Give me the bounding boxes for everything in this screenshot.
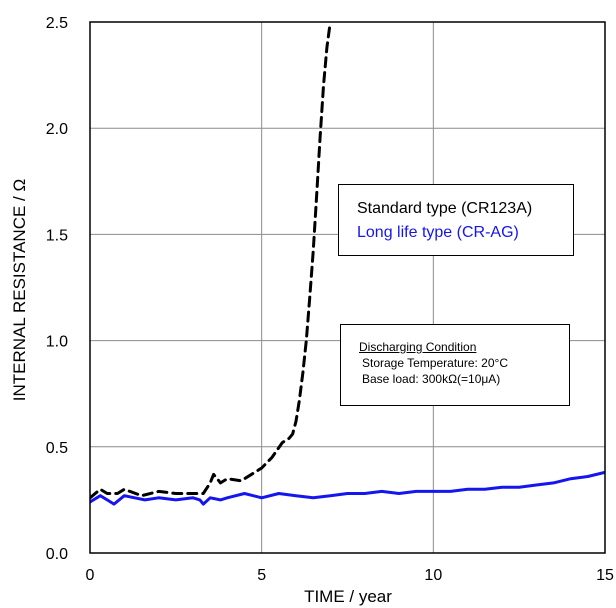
plot-frame — [89, 21, 606, 554]
y-axis-label: INTERNAL RESISTANCE / Ω — [10, 179, 29, 401]
y-tick-label: 0.0 — [46, 546, 68, 563]
x-tick-label: 15 — [596, 567, 614, 584]
legend-item-standard: Standard type (CR123A) — [357, 200, 533, 217]
legend-box: Standard type (CR123A) Long life type (C… — [338, 184, 574, 256]
series-standard-line — [90, 22, 332, 500]
condition-temperature: Storage Temperature: 20°C — [362, 356, 508, 370]
y-tick-label: 1.5 — [46, 227, 68, 244]
discharging-condition-box: Discharging Condition Storage Temperatur… — [340, 324, 570, 406]
series-layer — [90, 22, 605, 506]
y-tick-label: 2.0 — [46, 121, 68, 138]
x-tick-label: 10 — [424, 567, 442, 584]
condition-load: Base load: 300kΩ(=10μA) — [362, 372, 501, 386]
x-axis-label: TIME / year — [304, 587, 392, 606]
y-tick-label: 2.5 — [46, 15, 68, 32]
tick-labels: 0 5 10 15 0.0 0.5 1.0 1.5 2.0 2.5 — [46, 15, 614, 584]
y-tick-label: 1.0 — [46, 334, 68, 351]
condition-title: Discharging Condition — [359, 340, 477, 354]
legend-item-longlife: Long life type (CR-AG) — [357, 224, 519, 241]
grid-lines — [90, 22, 605, 553]
x-tick-label: 5 — [257, 567, 266, 584]
series-longlife-line — [90, 470, 605, 506]
x-tick-label: 0 — [86, 567, 95, 584]
y-tick-label: 0.5 — [46, 440, 68, 457]
